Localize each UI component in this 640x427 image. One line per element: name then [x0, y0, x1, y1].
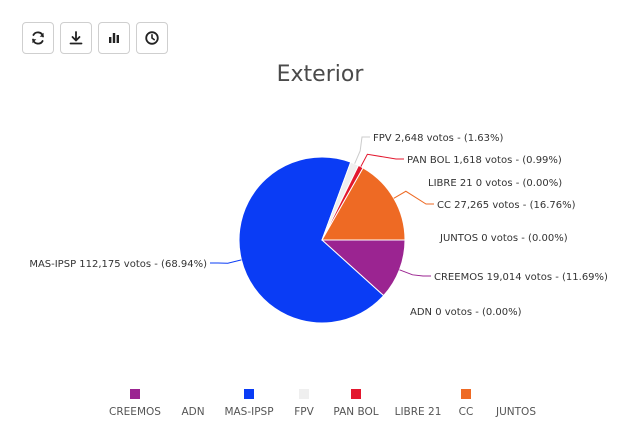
bar-chart-icon	[109, 33, 119, 43]
download-icon	[69, 31, 83, 45]
connector-mas-ipsp	[210, 259, 242, 264]
connector-fpv	[354, 136, 370, 164]
legend-swatch-fpv	[299, 389, 309, 399]
legend-item-creemos[interactable]: CREEMOS	[109, 406, 161, 418]
chart-toolbar	[22, 22, 168, 54]
legend-item-cc[interactable]: CC	[459, 406, 474, 418]
connector-pan-bol	[360, 153, 404, 167]
legend-item-adn[interactable]: ADN	[181, 406, 204, 418]
data-label-juntos: JUNTOS 0 votos - (0.00%)	[439, 233, 568, 244]
legend-item-pan-bol[interactable]: PAN BOL	[333, 406, 378, 418]
data-label-adn: ADN 0 votos - (0.00%)	[410, 307, 522, 318]
chart-title: Exterior	[276, 62, 364, 87]
legend-item-libre-21[interactable]: LIBRE 21	[395, 406, 442, 418]
clock-icon	[145, 31, 159, 45]
data-label-mas-ipsp: MAS-IPSP 112,175 votos - (68.94%)	[29, 259, 207, 270]
connector-cc	[393, 190, 434, 205]
pie-slice-cc[interactable]	[321, 167, 406, 241]
pie-slice-creemos[interactable]	[320, 239, 406, 297]
legend-swatch-mas-ipsp	[244, 389, 254, 399]
refresh-icon	[32, 31, 44, 45]
history-button[interactable]	[136, 22, 168, 54]
data-label-pan-bol: PAN BOL 1,618 votos - (0.99%)	[407, 155, 562, 166]
legend-item-fpv[interactable]: FPV	[294, 406, 314, 418]
legend-item-juntos[interactable]: JUNTOS	[495, 406, 536, 418]
data-label-creemos: CREEMOS 19,014 votos - (11.69%)	[434, 272, 608, 283]
legend-item-mas-ipsp[interactable]: MAS-IPSP	[224, 406, 273, 418]
data-label-cc: CC 27,265 votos - (16.76%)	[437, 200, 576, 211]
data-label-fpv: FPV 2,648 votos - (1.63%)	[373, 133, 504, 144]
legend-swatch-cc	[461, 389, 471, 399]
refresh-button[interactable]	[22, 22, 54, 54]
legend-swatch-pan-bol	[351, 389, 361, 399]
connector-creemos	[399, 269, 431, 277]
chart-type-button[interactable]	[98, 22, 130, 54]
data-label-libre-21: LIBRE 21 0 votos - (0.00%)	[428, 178, 562, 189]
download-button[interactable]	[60, 22, 92, 54]
legend-swatch-creemos	[130, 389, 140, 399]
